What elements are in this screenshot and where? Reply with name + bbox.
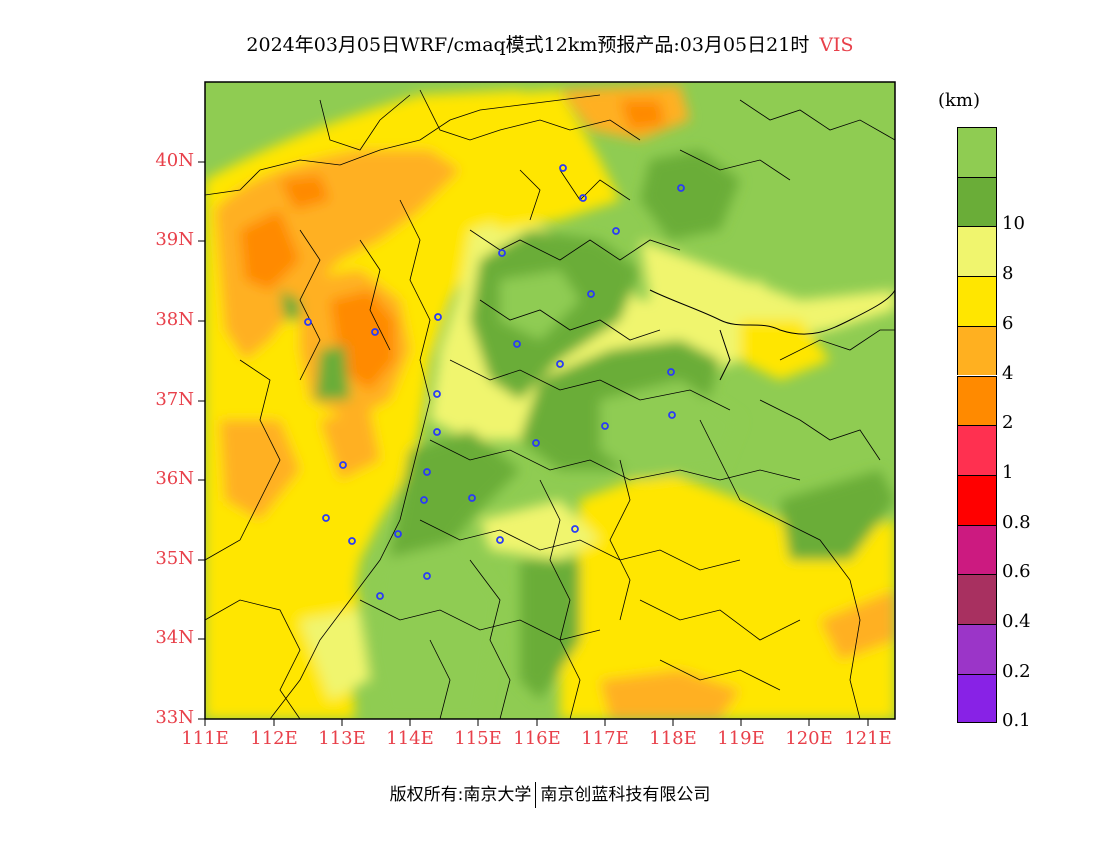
colorbar-swatch	[957, 127, 997, 177]
colorbar-label: 0.2	[1002, 660, 1031, 682]
colorbar-swatch	[957, 375, 997, 426]
colorbar-swatch	[957, 574, 997, 624]
lon-label-120: 120E	[785, 728, 833, 749]
map-title: 2024年03月05日WRF/cmaq模式12km预报产品:03月05日21时 V…	[0, 30, 1100, 57]
colorbar-swatch	[957, 624, 997, 674]
colorbar-label: 0.1	[1002, 710, 1031, 732]
axis-ticks	[198, 161, 869, 726]
lon-label-113: 113E	[318, 728, 366, 749]
colorbar-swatch	[957, 524, 997, 575]
coastline	[649, 289, 895, 381]
colorbar-swatch	[957, 673, 997, 724]
colorbar-swatch	[957, 226, 997, 277]
lon-label-121: 121E	[844, 728, 892, 749]
lon-label-111: 111E	[181, 728, 229, 749]
colorbar-label: 8	[1002, 263, 1014, 285]
footer-divider	[535, 782, 537, 808]
lat-label-39: 39N	[155, 229, 194, 250]
variable-label: VIS	[819, 34, 854, 56]
lon-label-118: 118E	[649, 728, 697, 749]
copyright-left: 版权所有:南京大学	[389, 785, 532, 805]
colorbar-swatch	[957, 325, 997, 376]
lon-label-116: 116E	[513, 728, 561, 749]
colorbar-label: 2	[1002, 412, 1014, 434]
visibility-field	[205, 82, 895, 719]
lon-label-117: 117E	[581, 728, 629, 749]
boundary-lines	[205, 89, 895, 719]
lat-label-38: 38N	[155, 309, 194, 330]
colorbar-label: 10	[1002, 213, 1025, 235]
city-markers	[304, 164, 685, 600]
lon-label-119: 119E	[717, 728, 765, 749]
lon-label-115: 115E	[454, 728, 502, 749]
lon-label-114: 114E	[386, 728, 434, 749]
lat-label-36: 36N	[155, 468, 194, 489]
colorbar-label: 1	[1002, 461, 1014, 483]
title-text: 2024年03月05日WRF/cmaq模式12km预报产品:03月05日21时	[246, 34, 810, 56]
colorbar-label: 6	[1002, 312, 1014, 334]
lat-label-33: 33N	[155, 707, 194, 728]
copyright-right: 南京创蓝科技有限公司	[540, 785, 711, 805]
colorbar-swatch	[957, 425, 997, 475]
colorbar-swatch	[957, 276, 997, 326]
lon-label-112: 112E	[250, 728, 298, 749]
copyright-footer: 版权所有:南京大学 南京创蓝科技有限公司	[0, 780, 1100, 808]
colorbar-label: 0.6	[1002, 561, 1031, 583]
colorbar-unit: (km)	[938, 90, 981, 111]
lat-label-40: 40N	[155, 150, 194, 171]
colorbar-label: 0.8	[1002, 511, 1031, 533]
colorbar-swatch	[957, 176, 997, 227]
colorbar-label: 4	[1002, 362, 1014, 384]
lat-label-34: 34N	[155, 627, 194, 648]
colorbar-swatch	[957, 474, 997, 525]
lat-label-35: 35N	[155, 548, 194, 569]
lat-label-37: 37N	[155, 389, 194, 410]
colorbar-label: 0.4	[1002, 611, 1031, 632]
